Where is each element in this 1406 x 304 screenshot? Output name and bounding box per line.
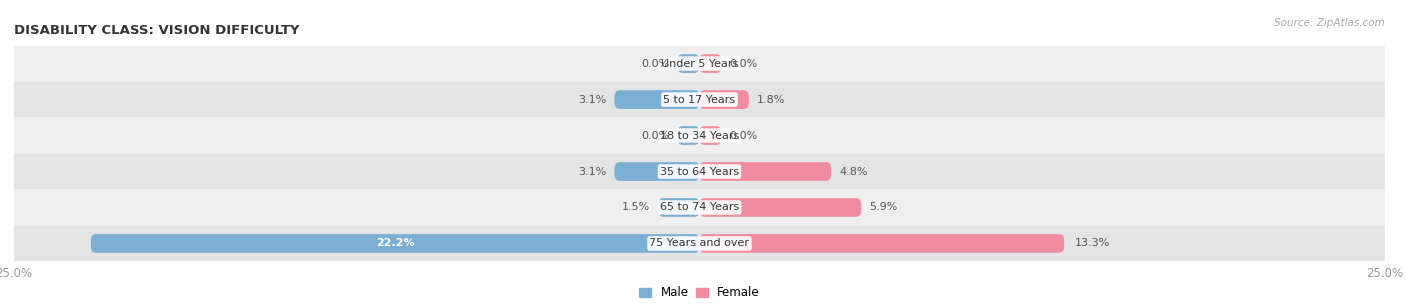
FancyBboxPatch shape <box>700 54 721 73</box>
Text: 4.8%: 4.8% <box>839 167 868 177</box>
Text: 35 to 64 Years: 35 to 64 Years <box>659 167 740 177</box>
FancyBboxPatch shape <box>658 198 700 217</box>
Text: 5 to 17 Years: 5 to 17 Years <box>664 95 735 105</box>
FancyBboxPatch shape <box>14 189 1385 226</box>
FancyBboxPatch shape <box>700 234 1064 253</box>
FancyBboxPatch shape <box>700 162 831 181</box>
FancyBboxPatch shape <box>678 54 700 73</box>
FancyBboxPatch shape <box>614 90 700 109</box>
Text: 3.1%: 3.1% <box>578 95 606 105</box>
FancyBboxPatch shape <box>14 226 1385 261</box>
FancyBboxPatch shape <box>14 154 1385 189</box>
Legend: Male, Female: Male, Female <box>636 283 763 303</box>
Text: Source: ZipAtlas.com: Source: ZipAtlas.com <box>1274 18 1385 28</box>
Text: 0.0%: 0.0% <box>641 59 669 69</box>
Text: 0.0%: 0.0% <box>730 130 758 140</box>
Text: 65 to 74 Years: 65 to 74 Years <box>659 202 740 212</box>
Text: 75 Years and over: 75 Years and over <box>650 238 749 248</box>
FancyBboxPatch shape <box>614 162 700 181</box>
Text: 22.2%: 22.2% <box>375 238 415 248</box>
FancyBboxPatch shape <box>700 90 749 109</box>
FancyBboxPatch shape <box>91 234 700 253</box>
FancyBboxPatch shape <box>700 126 721 145</box>
FancyBboxPatch shape <box>14 81 1385 118</box>
FancyBboxPatch shape <box>14 118 1385 154</box>
FancyBboxPatch shape <box>678 126 700 145</box>
Text: 3.1%: 3.1% <box>578 167 606 177</box>
Text: 1.8%: 1.8% <box>756 95 786 105</box>
Text: DISABILITY CLASS: VISION DIFFICULTY: DISABILITY CLASS: VISION DIFFICULTY <box>14 25 299 37</box>
Text: 13.3%: 13.3% <box>1076 238 1111 248</box>
FancyBboxPatch shape <box>14 46 1385 81</box>
Text: Under 5 Years: Under 5 Years <box>661 59 738 69</box>
FancyBboxPatch shape <box>700 198 862 217</box>
Text: 18 to 34 Years: 18 to 34 Years <box>659 130 740 140</box>
Text: 0.0%: 0.0% <box>730 59 758 69</box>
Text: 1.5%: 1.5% <box>621 202 650 212</box>
Text: 0.0%: 0.0% <box>641 130 669 140</box>
Text: 5.9%: 5.9% <box>869 202 898 212</box>
